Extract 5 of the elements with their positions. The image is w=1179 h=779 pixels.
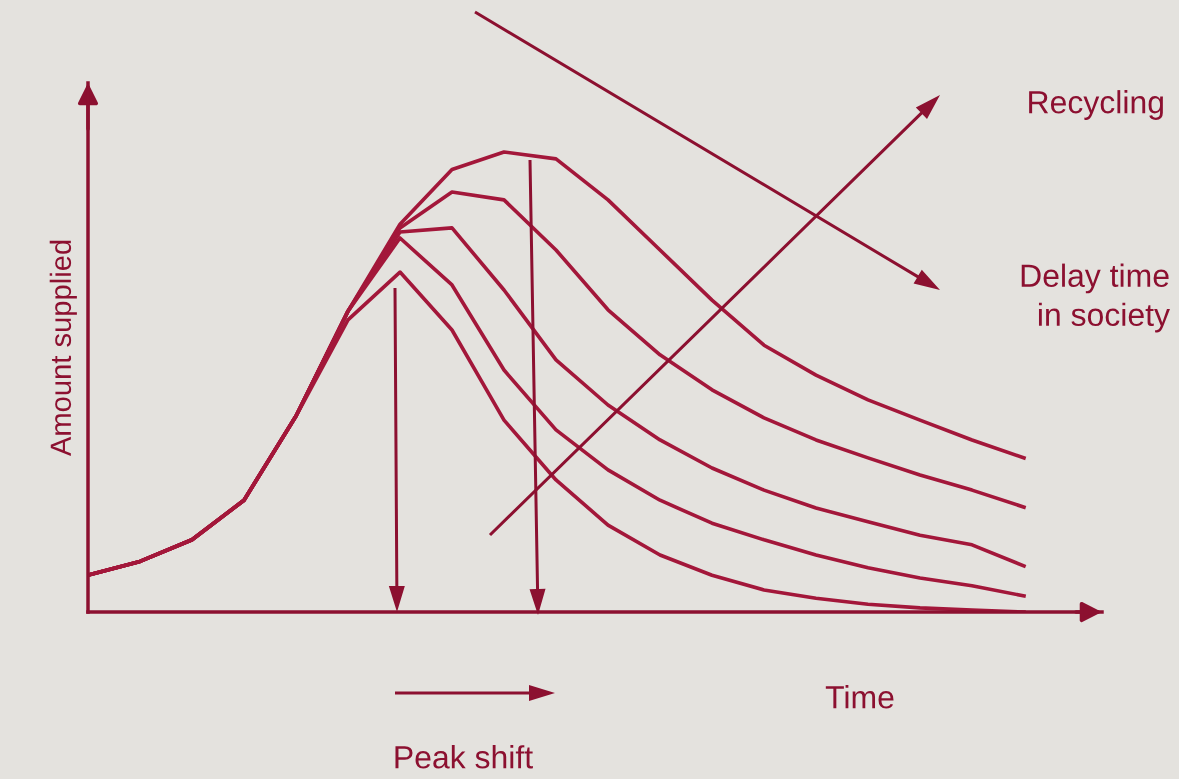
- text: Recycling: [1029, 90, 1163, 120]
- text: Peak shift: [395, 745, 533, 769]
- annotation: Delay time in society: [1021, 263, 1170, 333]
- y-axis-title: Amount supplied: [49, 240, 77, 457]
- x-axis-title: Time: [825, 685, 894, 709]
